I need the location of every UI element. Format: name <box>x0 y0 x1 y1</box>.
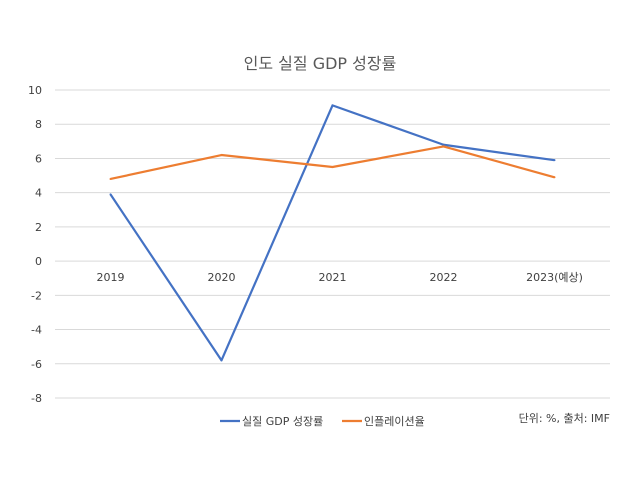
series-line-0 <box>109 104 555 362</box>
legend-label: 실질 GDP 성장률 <box>242 415 323 428</box>
y-tick-label: -2 <box>31 289 42 302</box>
legend-item: 인플레이션율 <box>342 415 425 428</box>
data-point <box>553 176 556 179</box>
data-point <box>331 104 334 107</box>
y-tick-label: 2 <box>35 221 42 234</box>
y-tick-label: -4 <box>31 324 42 337</box>
data-point <box>331 166 334 168</box>
y-tick-label: 8 <box>35 118 42 131</box>
y-tick-label: 0 <box>35 255 42 268</box>
x-tick-label: 2022 <box>430 271 458 284</box>
y-tick-label: -8 <box>31 392 42 405</box>
x-tick-label: 2019 <box>97 271 125 284</box>
source-note: 단위: %, 출처: IMF <box>519 412 610 425</box>
x-tick-label: 2020 <box>208 271 236 284</box>
legend-label: 인플레이션율 <box>364 415 425 428</box>
data-point <box>109 177 112 180</box>
y-tick-label: 6 <box>35 152 42 165</box>
data-point <box>220 359 223 362</box>
y-tick-label: 10 <box>28 84 42 97</box>
y-tick-label: -6 <box>31 358 42 371</box>
data-point <box>442 145 445 148</box>
data-point <box>442 143 445 146</box>
legend-item: 실질 GDP 성장률 <box>220 415 323 428</box>
x-tick-label: 2021 <box>319 271 347 284</box>
data-point <box>220 154 223 157</box>
data-point <box>553 159 556 162</box>
x-tick-label: 2023(예상) <box>526 271 583 284</box>
y-tick-label: 4 <box>35 187 42 200</box>
chart-title: 인도 실질 GDP 성장률 <box>244 54 397 73</box>
data-point <box>109 193 112 196</box>
